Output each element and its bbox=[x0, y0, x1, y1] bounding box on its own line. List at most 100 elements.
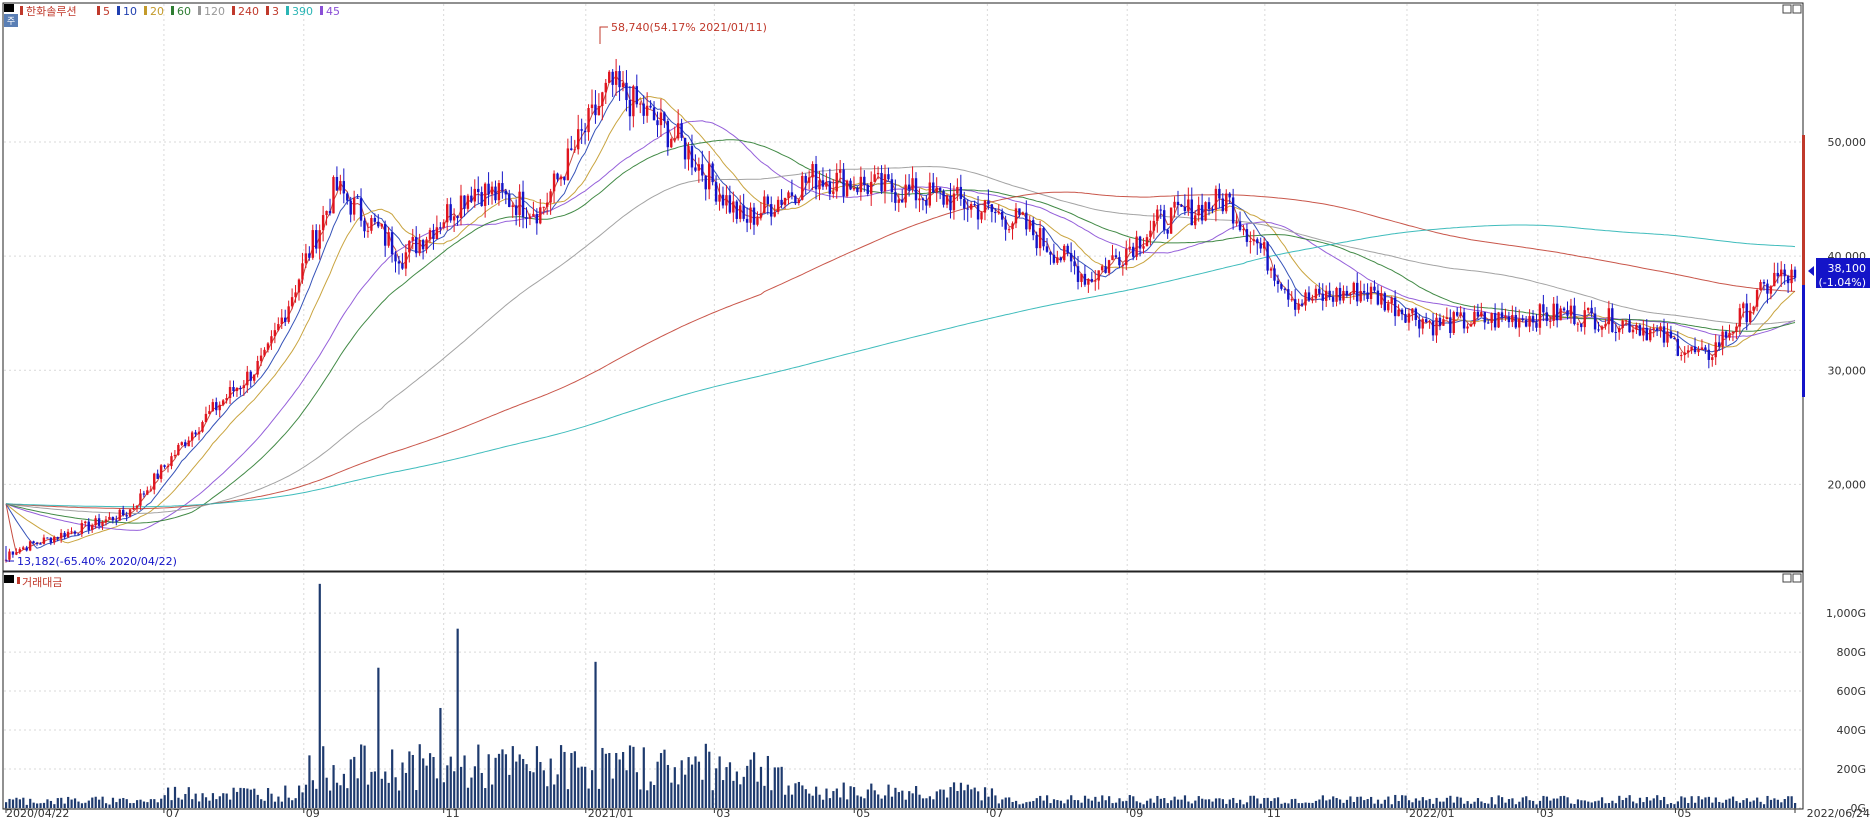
candle-body bbox=[1511, 315, 1514, 323]
volume-bar bbox=[828, 798, 832, 808]
candle-body bbox=[311, 230, 314, 258]
candle-body bbox=[542, 206, 545, 208]
candle-body bbox=[101, 522, 104, 526]
candle-body bbox=[132, 507, 135, 510]
price-range-bar-up bbox=[1802, 135, 1805, 285]
candle-body bbox=[421, 240, 425, 250]
volume-panel-frame bbox=[2, 571, 1804, 810]
volume-bar bbox=[404, 772, 408, 808]
volume-bar bbox=[770, 790, 773, 808]
candle-body bbox=[1480, 312, 1483, 317]
candle-body bbox=[1187, 199, 1190, 211]
candle-body bbox=[263, 349, 266, 356]
candle-body bbox=[1597, 329, 1600, 331]
chart-mode-icon[interactable] bbox=[4, 14, 18, 27]
volume-bar bbox=[942, 789, 945, 808]
volume-bar bbox=[915, 786, 918, 808]
moving-average-lines bbox=[5, 75, 1796, 554]
candle-body bbox=[1776, 272, 1779, 277]
close-icon[interactable] bbox=[1792, 4, 1802, 14]
volume-bar bbox=[725, 767, 728, 808]
volume-bar bbox=[170, 800, 173, 808]
candle-body bbox=[1159, 209, 1162, 211]
candle-body bbox=[142, 493, 146, 495]
volume-bar bbox=[1328, 799, 1331, 808]
volume-bar bbox=[1145, 800, 1149, 808]
volume-bar bbox=[573, 751, 576, 808]
volume-legend-swatch bbox=[17, 577, 20, 584]
volume-bar bbox=[587, 788, 590, 808]
volume-bar bbox=[411, 754, 414, 808]
panel-menu-icon[interactable] bbox=[4, 4, 14, 12]
candle-body bbox=[197, 431, 201, 435]
candle-body bbox=[721, 194, 725, 206]
volume-bar bbox=[1614, 803, 1617, 808]
volume-bar bbox=[956, 791, 959, 808]
volume-bar bbox=[1666, 804, 1669, 808]
ma-legend: 한화솔루션 5 10 20 60 120 240 3 390 45 bbox=[20, 5, 340, 18]
candle-body bbox=[1242, 229, 1245, 231]
volume-bar bbox=[132, 803, 135, 808]
candle-body bbox=[97, 518, 101, 526]
volume-bar bbox=[84, 802, 87, 808]
candle-body bbox=[925, 199, 928, 206]
candle-body bbox=[1142, 246, 1145, 249]
restore-icon[interactable] bbox=[1782, 4, 1792, 14]
candle-body bbox=[1345, 290, 1349, 295]
volume-bar bbox=[1721, 802, 1724, 808]
volume-menu-icon[interactable] bbox=[4, 575, 14, 583]
volume-bar bbox=[635, 772, 639, 808]
candle-body bbox=[284, 317, 287, 322]
candle-body bbox=[1225, 193, 1228, 212]
volume-bar bbox=[887, 784, 890, 808]
candle-body bbox=[549, 191, 552, 203]
candle-body bbox=[770, 204, 773, 217]
volume-bar bbox=[1745, 798, 1748, 808]
volume-bar bbox=[1018, 804, 1021, 808]
candle-body bbox=[680, 123, 683, 138]
candle-body bbox=[663, 112, 666, 122]
candle-body bbox=[246, 371, 249, 386]
volume-bar bbox=[1411, 802, 1414, 808]
close-icon-lower[interactable] bbox=[1792, 573, 1802, 583]
candle-body bbox=[945, 195, 949, 205]
volume-bar bbox=[167, 787, 170, 808]
candle-body bbox=[966, 208, 969, 210]
low-annotation: 13,182(-65.40% 2020/04/22) bbox=[17, 555, 177, 568]
volume-bar bbox=[377, 667, 380, 808]
volume-bar bbox=[1356, 796, 1359, 808]
x-tick-label: 2022/06/24 bbox=[1807, 807, 1870, 820]
candle-body bbox=[880, 172, 883, 192]
restore-icon-lower[interactable] bbox=[1782, 573, 1792, 583]
candle-body bbox=[559, 176, 563, 180]
volume-bar bbox=[1307, 802, 1311, 808]
candle-body bbox=[1769, 286, 1773, 294]
candle-body bbox=[883, 174, 887, 192]
volume-bar bbox=[680, 760, 683, 808]
candle-body bbox=[1780, 269, 1783, 277]
candle-body bbox=[1545, 312, 1549, 322]
volume-bar bbox=[1373, 803, 1376, 808]
candle-body bbox=[1369, 286, 1373, 299]
volume-bar bbox=[839, 797, 842, 808]
candle-body bbox=[1252, 239, 1256, 242]
legend-item: 240 bbox=[238, 5, 259, 18]
volume-bar bbox=[1021, 803, 1025, 808]
candle-body bbox=[932, 182, 935, 193]
candle-body bbox=[1063, 245, 1066, 261]
volume-bar bbox=[1480, 801, 1483, 808]
volume-bar bbox=[1604, 803, 1607, 808]
candle-body bbox=[1069, 253, 1073, 262]
volume-bar bbox=[346, 788, 349, 808]
current-price-arrow bbox=[1808, 266, 1814, 276]
volume-bar bbox=[721, 780, 725, 808]
volume-bar bbox=[1497, 795, 1500, 808]
volume-bar bbox=[1794, 802, 1797, 808]
candle-body bbox=[1045, 246, 1049, 252]
volume-bar bbox=[301, 792, 304, 808]
volume-bar bbox=[1514, 804, 1517, 808]
x-tick-label: 2021/01 bbox=[588, 807, 634, 820]
candle-body bbox=[749, 207, 752, 223]
candle-body bbox=[901, 199, 904, 203]
